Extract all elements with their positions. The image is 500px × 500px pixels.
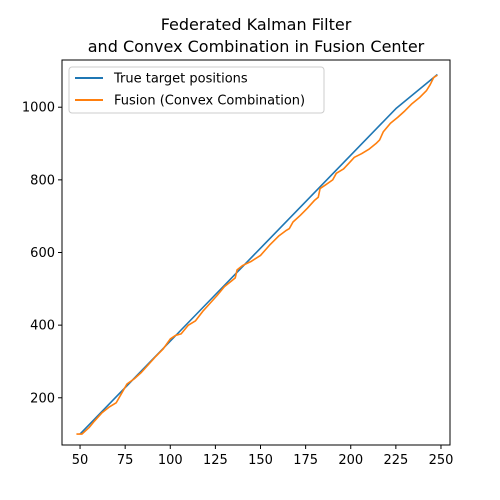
axes-layer: 50 75 100 125 150 175 200 225 250 200 400 600 800 100…: [22, 101, 453, 468]
chart-title-line-1: Federated Kalman Filter: [161, 15, 352, 34]
x-tick-label: 225: [383, 453, 408, 468]
series-layer: [76, 73, 438, 435]
legend-label: True target positions: [113, 72, 248, 87]
x-tick-label: 125: [203, 453, 228, 468]
x-tick-label: 75: [117, 453, 134, 468]
legend: True target positions Fusion (Convex Comb…: [68, 66, 325, 114]
x-tick-label: 175: [293, 453, 318, 468]
y-tick-label: 200: [30, 391, 55, 406]
chart-title-line-2: and Convex Combination in Fusion Center: [88, 37, 425, 56]
x-tick-label: 200: [338, 453, 363, 468]
y-tick-label: 600: [30, 246, 55, 261]
x-tick-label: 50: [72, 453, 89, 468]
y-tick-label: 1000: [22, 101, 55, 116]
series-line-1: [79, 73, 438, 435]
series-line-2: [76, 74, 438, 435]
legend-box: [68, 66, 325, 114]
x-tick-label: 100: [158, 453, 183, 468]
x-tick-label: 250: [429, 453, 454, 468]
y-tick-label: 800: [30, 173, 55, 188]
plot-frame: [61, 59, 451, 446]
legend-label: Fusion (Convex Combination): [114, 94, 305, 109]
x-tick-label: 150: [248, 453, 273, 468]
y-tick-label: 400: [30, 319, 55, 334]
